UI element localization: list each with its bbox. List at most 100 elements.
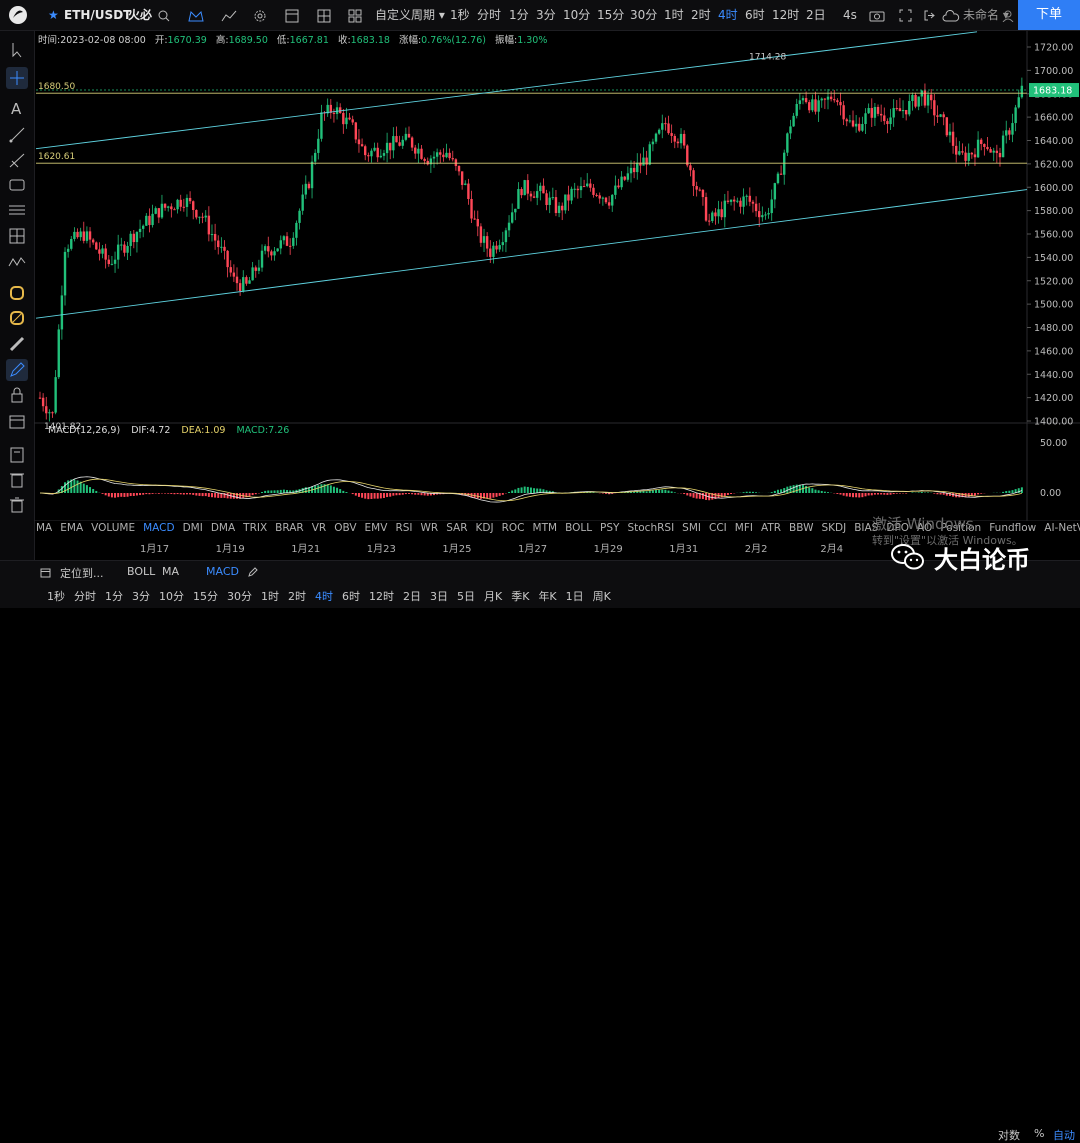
candle[interactable] (917, 96, 920, 111)
candle[interactable] (833, 89, 836, 103)
candle[interactable] (148, 208, 151, 233)
indicator-tab-kdj[interactable]: KDJ (475, 522, 494, 534)
candle[interactable] (51, 411, 54, 418)
candle[interactable] (439, 149, 442, 163)
bottom-interval[interactable]: 15分 (193, 590, 218, 603)
candle[interactable] (620, 171, 623, 190)
candle[interactable] (911, 92, 914, 111)
indicator-tab-cci[interactable]: CCI (709, 522, 727, 534)
cloud-icon[interactable] (942, 0, 960, 30)
candle[interactable] (648, 141, 651, 166)
candle[interactable] (523, 179, 526, 196)
candle[interactable] (301, 184, 304, 215)
candle[interactable] (201, 212, 204, 224)
candle[interactable] (561, 202, 564, 221)
ray-line-icon[interactable] (6, 149, 28, 171)
indicator-tab-bias[interactable]: BIAS (854, 522, 879, 534)
candle[interactable] (657, 128, 661, 135)
candle[interactable] (123, 241, 126, 257)
bookmark-icon[interactable] (6, 444, 28, 466)
candle[interactable] (892, 99, 895, 127)
candle[interactable] (66, 244, 70, 258)
candle[interactable] (939, 113, 942, 118)
candle[interactable] (235, 267, 239, 291)
candle[interactable] (948, 123, 952, 143)
indicator-tab-vr[interactable]: VR (311, 522, 327, 534)
candle[interactable] (342, 109, 345, 134)
candle[interactable] (842, 100, 845, 126)
indicator-tab-psy[interactable]: PSY (600, 522, 620, 534)
candle[interactable] (923, 83, 927, 108)
indicator-tab-ao[interactable]: AO (917, 522, 933, 534)
candle[interactable] (908, 94, 911, 117)
candle[interactable] (958, 141, 961, 156)
candle[interactable] (173, 207, 176, 211)
candle[interactable] (720, 201, 723, 221)
log-scale-toggle[interactable]: 对数 (998, 1129, 1020, 1142)
candle[interactable] (901, 100, 905, 119)
calendar-icon[interactable] (40, 565, 51, 578)
candle[interactable] (170, 203, 173, 218)
candle[interactable] (579, 177, 583, 198)
interval-1m[interactable]: 1分 (509, 8, 529, 22)
candle[interactable] (248, 276, 251, 284)
indicator-tab-obv[interactable]: OBV (334, 522, 357, 534)
candle[interactable] (317, 129, 320, 160)
candle[interactable] (926, 90, 930, 114)
bottom-interval[interactable]: 1分 (105, 590, 123, 603)
candle[interactable] (532, 191, 536, 199)
candle[interactable] (929, 89, 933, 110)
ruler-icon[interactable] (6, 333, 28, 355)
candle[interactable] (1017, 89, 1020, 109)
candle[interactable] (1005, 120, 1008, 144)
lock-icon[interactable] (6, 384, 28, 406)
candle[interactable] (285, 232, 289, 247)
candle[interactable] (179, 194, 182, 212)
candle[interactable] (185, 194, 189, 217)
candle[interactable] (395, 126, 398, 143)
candle[interactable] (376, 142, 379, 163)
candle[interactable] (426, 157, 429, 166)
candle[interactable] (135, 231, 139, 253)
account-dropdown[interactable]: 未命名 ▾ (963, 8, 1009, 22)
candle[interactable] (573, 182, 576, 198)
candle[interactable] (245, 275, 248, 286)
candle[interactable] (854, 115, 858, 133)
bottom-interval[interactable]: 5日 (457, 590, 475, 603)
bottom-interval[interactable]: 10分 (159, 590, 184, 603)
cursor-arrow-icon[interactable] (6, 39, 28, 61)
search-icon[interactable] (158, 0, 170, 30)
candle[interactable] (676, 138, 680, 148)
candle[interactable] (73, 227, 76, 242)
multi-chart-icon[interactable] (348, 0, 362, 30)
candle[interactable] (670, 124, 673, 144)
candle[interactable] (445, 143, 448, 159)
candle[interactable] (113, 251, 117, 273)
candle[interactable] (736, 197, 739, 204)
candle[interactable] (389, 142, 392, 160)
candle[interactable] (420, 145, 423, 160)
bottom-interval[interactable]: 周K (592, 590, 611, 603)
candle[interactable] (85, 226, 89, 244)
bottom-interval[interactable]: 3分 (132, 590, 150, 603)
candle[interactable] (767, 207, 770, 219)
candle[interactable] (63, 247, 67, 306)
candle[interactable] (711, 210, 714, 223)
candle[interactable] (257, 259, 261, 275)
candle[interactable] (761, 206, 764, 222)
refresh-interval[interactable]: 4s (843, 8, 857, 22)
candle[interactable] (695, 181, 698, 197)
candle[interactable] (357, 129, 361, 153)
candle[interactable] (392, 127, 395, 159)
candle[interactable] (60, 285, 64, 340)
candle[interactable] (742, 188, 745, 215)
candle[interactable] (410, 136, 414, 152)
candle[interactable] (429, 155, 433, 173)
candle[interactable] (992, 147, 995, 162)
candle[interactable] (592, 183, 595, 198)
candle[interactable] (795, 98, 798, 119)
candle[interactable] (507, 215, 511, 237)
candle[interactable] (642, 147, 645, 166)
candle[interactable] (895, 99, 898, 111)
crosshair-icon[interactable] (6, 67, 28, 89)
